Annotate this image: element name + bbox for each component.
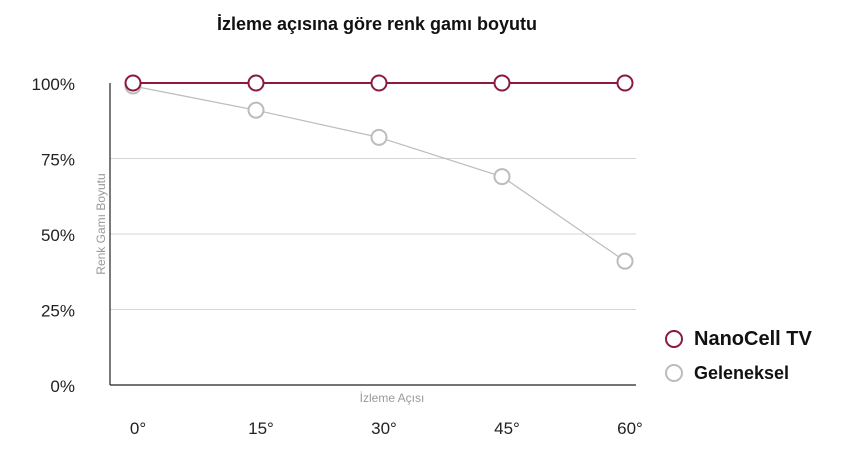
y-tick-label: 50%	[41, 226, 75, 245]
x-tick-label: 30°	[371, 419, 397, 438]
y-tick-label: 0%	[50, 377, 75, 396]
y-tick-label: 25%	[41, 302, 75, 321]
data-point-geleneksel	[370, 128, 388, 146]
legend-label-nanocell: NanoCell TV	[694, 327, 812, 350]
data-point-nanocell	[493, 74, 511, 92]
legend-item-nanocell: NanoCell TV	[665, 322, 812, 356]
data-point-geleneksel	[493, 168, 511, 186]
data-point-nanocell	[616, 74, 634, 92]
data-point-nanocell	[247, 74, 265, 92]
x-tick-label: 45°	[494, 419, 520, 438]
x-axis-title: İzleme Açısı	[360, 391, 425, 405]
legend-marker-geleneksel	[665, 364, 683, 382]
x-tick-label: 60°	[617, 419, 643, 438]
data-point-nanocell	[124, 74, 142, 92]
legend-label-geleneksel: Geleneksel	[694, 362, 790, 383]
legend: NanoCell TV Geleneksel	[665, 322, 812, 390]
chart-title: İzleme açısına göre renk gamı boyutu	[216, 14, 538, 34]
y-tick-label: 100%	[32, 75, 75, 94]
series-line-geleneksel	[132, 85, 626, 262]
y-axis-title: Renk Gamı Boyutu	[94, 173, 108, 274]
y-tick-label: 75%	[41, 151, 75, 170]
data-point-geleneksel	[616, 252, 634, 270]
x-tick-label: 15°	[248, 419, 274, 438]
legend-marker-nanocell	[665, 330, 683, 348]
data-point-geleneksel	[247, 101, 265, 119]
legend-item-geleneksel: Geleneksel	[665, 356, 812, 390]
x-tick-label: 0°	[130, 419, 146, 438]
data-point-nanocell	[370, 74, 388, 92]
